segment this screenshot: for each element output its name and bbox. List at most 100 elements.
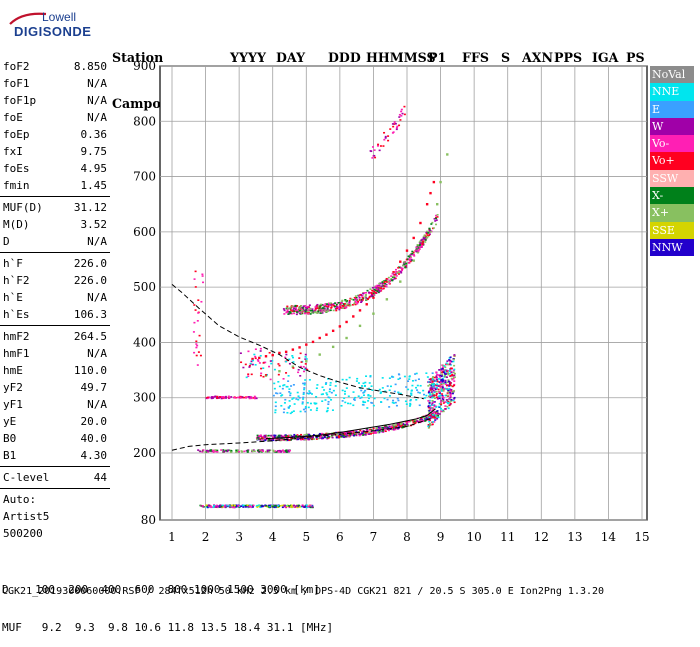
echo-point: [444, 405, 447, 407]
echo-point: [415, 372, 418, 375]
echo-point: [443, 369, 446, 371]
echo-point: [442, 402, 445, 404]
echo-point: [438, 395, 441, 398]
chart-axes: 1 2 3 4 5 6 7 8 9 10 11 12 13 14 158020030040050060070…: [133, 59, 650, 544]
echo-point: [430, 223, 433, 225]
echo-point: [389, 279, 392, 282]
echo-point: [314, 310, 317, 312]
echo-point: [427, 424, 430, 426]
echo-point: [376, 284, 379, 287]
echo-point: [444, 366, 447, 369]
echo-point: [321, 307, 324, 309]
echo-point: [314, 403, 317, 405]
echo-point: [269, 378, 272, 381]
echo-point: [247, 373, 250, 376]
echo-point: [409, 403, 412, 406]
echo-point: [316, 384, 319, 386]
echo-point: [321, 393, 324, 395]
echo-point: [342, 432, 345, 434]
echo-point: [375, 427, 378, 429]
echo-point: [453, 374, 456, 377]
echo-point: [428, 378, 431, 381]
y-tick-label: 80: [141, 513, 156, 527]
echo-point: [427, 400, 430, 402]
x-tick-label: 14: [601, 530, 617, 544]
echo-point: [384, 279, 387, 282]
echo-point: [397, 273, 400, 275]
echo-point: [297, 368, 300, 371]
echo-point: [274, 411, 277, 414]
echo-point: [327, 434, 330, 437]
echo-point: [262, 362, 265, 364]
echo-point: [348, 301, 351, 303]
echo-point: [319, 303, 322, 306]
echo-point: [424, 418, 427, 420]
echo-point: [389, 385, 392, 388]
echo-point: [299, 410, 302, 413]
echo-point: [326, 310, 329, 312]
echo-point: [252, 359, 255, 362]
echo-point: [427, 395, 430, 397]
echo-point: [397, 378, 400, 381]
echo-point: [415, 246, 418, 249]
echo-point: [437, 385, 440, 387]
echo-point: [264, 504, 267, 507]
echo-point: [315, 409, 318, 412]
echo-point: [369, 428, 372, 431]
echo-point: [392, 131, 395, 133]
echo-point: [285, 360, 288, 363]
echo-point: [332, 389, 335, 392]
echo-point: [270, 504, 273, 507]
echo-point: [377, 285, 380, 288]
echo-point: [292, 309, 295, 311]
echo-point: [404, 400, 407, 403]
param-label: foF1p: [3, 94, 37, 107]
echo-point: [326, 306, 329, 309]
echo-point: [283, 309, 286, 312]
echo-point: [436, 398, 439, 400]
echo-point: [352, 299, 355, 301]
echo-point: [286, 438, 289, 440]
echo-point: [431, 378, 434, 381]
echo-point: [282, 384, 285, 387]
echo-point: [419, 384, 422, 387]
echo-point: [300, 433, 303, 436]
echo-point: [405, 423, 408, 426]
echo-point: [262, 435, 265, 438]
echo-point: [372, 312, 375, 315]
virtual-height-curve: [171, 418, 431, 451]
echo-point: [440, 410, 443, 413]
echo-point: [432, 376, 435, 378]
echo-point: [408, 375, 411, 378]
echo-point: [338, 306, 341, 309]
echo-point: [424, 236, 427, 238]
echo-point: [439, 394, 442, 397]
echo-point: [420, 239, 423, 242]
echo-point: [287, 310, 290, 313]
echo-point: [313, 402, 316, 404]
echo-point: [291, 305, 294, 308]
echo-point: [395, 404, 398, 407]
x-tick-label: 8: [403, 530, 411, 544]
echo-point: [367, 431, 370, 434]
echo-point: [335, 436, 338, 439]
echo-point: [321, 308, 324, 310]
echo-point: [395, 273, 398, 275]
echo-point: [199, 450, 202, 453]
echo-point: [420, 245, 423, 247]
echo-point: [376, 289, 379, 291]
echo-point: [324, 303, 327, 305]
echo-point: [419, 241, 422, 244]
echo-point: [402, 264, 405, 267]
echo-point: [289, 309, 292, 311]
echo-point: [304, 356, 307, 358]
echo-point: [256, 434, 259, 437]
echo-point: [262, 436, 265, 439]
echo-point: [361, 385, 364, 387]
echo-point: [431, 377, 434, 379]
echo-point: [343, 390, 346, 393]
echo-point: [429, 408, 432, 411]
echo-point: [441, 386, 444, 389]
echo-point: [284, 506, 287, 508]
echo-point: [285, 372, 288, 374]
